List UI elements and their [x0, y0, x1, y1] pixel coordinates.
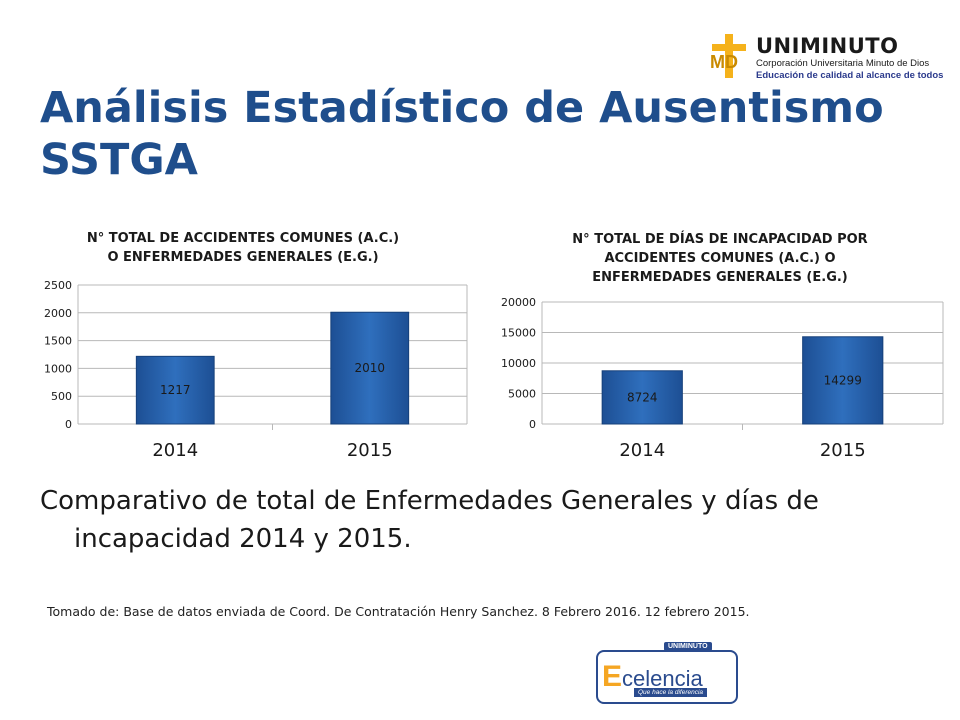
y-tick-label: 10000: [501, 357, 536, 370]
excelencia-rest: celencia: [622, 666, 703, 691]
uniminuto-logo: MD UNIMINUTO Corporación Universitaria M…: [708, 34, 943, 84]
md-logo-icon: MD: [710, 34, 746, 78]
excelencia-slogan: Que hace la diferencia: [634, 688, 708, 697]
bar: [330, 311, 410, 425]
y-tick-label: 1500: [44, 335, 72, 348]
y-tick-label: 2500: [44, 279, 72, 292]
data-label: 14299: [824, 373, 862, 387]
x-tick-label: 2015: [820, 440, 866, 461]
y-tick-label: 1000: [44, 362, 72, 375]
bar: [802, 336, 884, 425]
data-label: 1217: [160, 383, 191, 397]
x-tick-label: 2014: [152, 440, 198, 461]
chart-title-line: ENFERMEDADES GENERALES (E.G.): [592, 270, 848, 285]
slide-title: Análisis Estadístico de Ausentismo SSTGA: [40, 83, 884, 185]
excelencia-logo: UNIMINUTO Ecelencia Que hace la diferenc…: [596, 642, 738, 704]
chart-title-line: N° TOTAL DE DÍAS DE INCAPACIDAD POR: [572, 231, 867, 247]
bar: [135, 355, 215, 425]
chart-accidentes: N° TOTAL DE ACCIDENTES COMUNES (A.C.) O E…: [44, 231, 468, 461]
excelencia-prefix: E: [602, 660, 623, 693]
logo-slogan: Educación de calidad al alcance de todos: [756, 70, 944, 81]
excelencia-tag: UNIMINUTO: [664, 642, 712, 651]
y-tick-label: 500: [51, 390, 72, 403]
x-tick-label: 2015: [347, 440, 393, 461]
source-note: Tomado de: Base de datos enviada de Coor…: [47, 604, 750, 619]
bar: [601, 370, 683, 425]
comparison-text: Comparativo de total de Enfermedades Gen…: [40, 486, 819, 554]
chart-dias-incapacidad: N° TOTAL DE DÍAS DE INCAPACIDAD POR ACCID…: [501, 231, 944, 461]
svg-text:MD: MD: [710, 52, 738, 72]
y-tick-label: 5000: [508, 388, 536, 401]
x-tick-label: 2014: [619, 440, 665, 461]
y-tick-label: 0: [529, 418, 536, 431]
chart-title-line: N° TOTAL DE ACCIDENTES COMUNES (A.C.): [87, 231, 399, 246]
chart-title-line: ACCIDENTES COMUNES (A.C.) O: [604, 251, 835, 266]
chart-title-line: O ENFERMEDADES GENERALES (E.G.): [107, 250, 378, 265]
y-tick-label: 0: [65, 418, 72, 431]
y-tick-label: 2000: [44, 307, 72, 320]
y-tick-label: 15000: [501, 327, 536, 340]
data-label: 8724: [627, 390, 658, 404]
logo-name: UNIMINUTO: [756, 34, 899, 58]
y-tick-label: 20000: [501, 296, 536, 309]
excelencia-wordmark: Ecelencia: [602, 660, 703, 694]
data-label: 2010: [354, 361, 385, 375]
logo-subtitle: Corporación Universitaria Minuto de Dios: [756, 58, 930, 69]
